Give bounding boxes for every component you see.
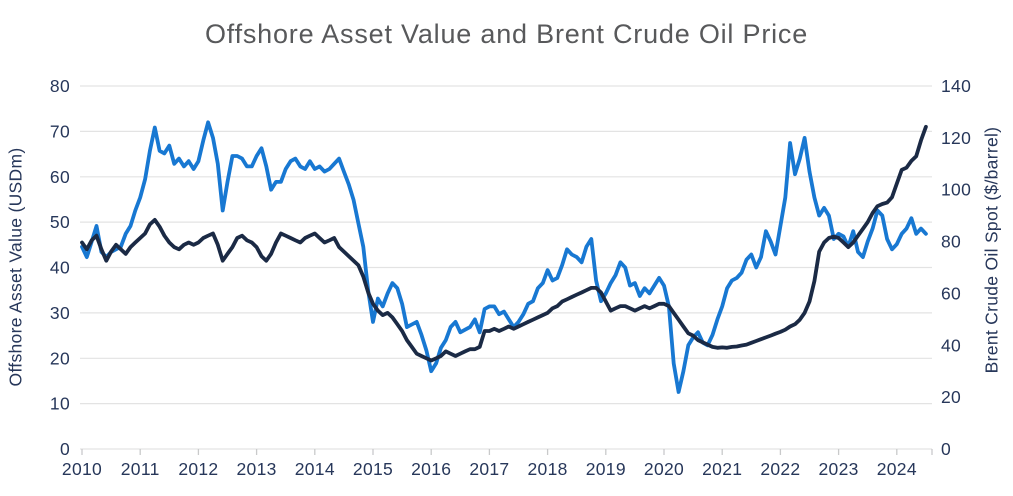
x-axis-tick-label: 2011	[121, 459, 160, 479]
x-axis-tick-label: 2018	[528, 459, 568, 479]
x-axis-tick-label: 2022	[760, 459, 800, 479]
x-axis-tick-label: 2016	[411, 459, 451, 479]
x-axis-tick-label: 2019	[586, 459, 626, 479]
left-axis-tick-label: 10	[50, 394, 70, 414]
right-axis-tick-label: 40	[941, 335, 961, 355]
left-axis-tick-label: 40	[50, 258, 70, 278]
x-axis-tick-label: 2017	[469, 459, 509, 479]
x-axis-tick-label: 2013	[237, 459, 277, 479]
right-axis-tick-label: 60	[941, 283, 961, 303]
left-axis-tick-label: 60	[50, 167, 70, 187]
left-axis-tick-label: 30	[50, 303, 70, 323]
right-axis-tick-label: 120	[941, 128, 971, 148]
chart-title: Offshore Asset Value and Brent Crude Oil…	[204, 19, 809, 49]
left-axis-tick-label: 80	[50, 76, 70, 96]
x-axis-tick-label: 2015	[353, 459, 393, 479]
left-axis-tick-label: 50	[50, 212, 70, 232]
right-axis-tick-label: 80	[941, 232, 961, 252]
right-axis-tick-label: 140	[941, 76, 971, 96]
x-axis-tick-label: 2010	[62, 459, 102, 479]
x-axis-tick-label: 2021	[702, 459, 742, 479]
right-axis-tick-label: 20	[941, 387, 961, 407]
right-axis-tick-label: 0	[941, 439, 951, 459]
right-axis-tick-label: 100	[941, 180, 971, 200]
left-axis-tick-label: 70	[50, 121, 70, 141]
x-axis-tick-label: 2023	[819, 459, 859, 479]
x-axis-tick-label: 2020	[644, 459, 684, 479]
x-axis-tick-label: 2012	[178, 459, 218, 479]
left-axis-tick-label: 20	[50, 348, 70, 368]
brent-line	[80, 120, 928, 394]
left-axis-tick-label: 0	[60, 439, 70, 459]
asset-value-line	[80, 124, 928, 363]
x-axis-tick-label: 2024	[877, 459, 917, 479]
x-axis-tick-label: 2014	[295, 459, 335, 479]
